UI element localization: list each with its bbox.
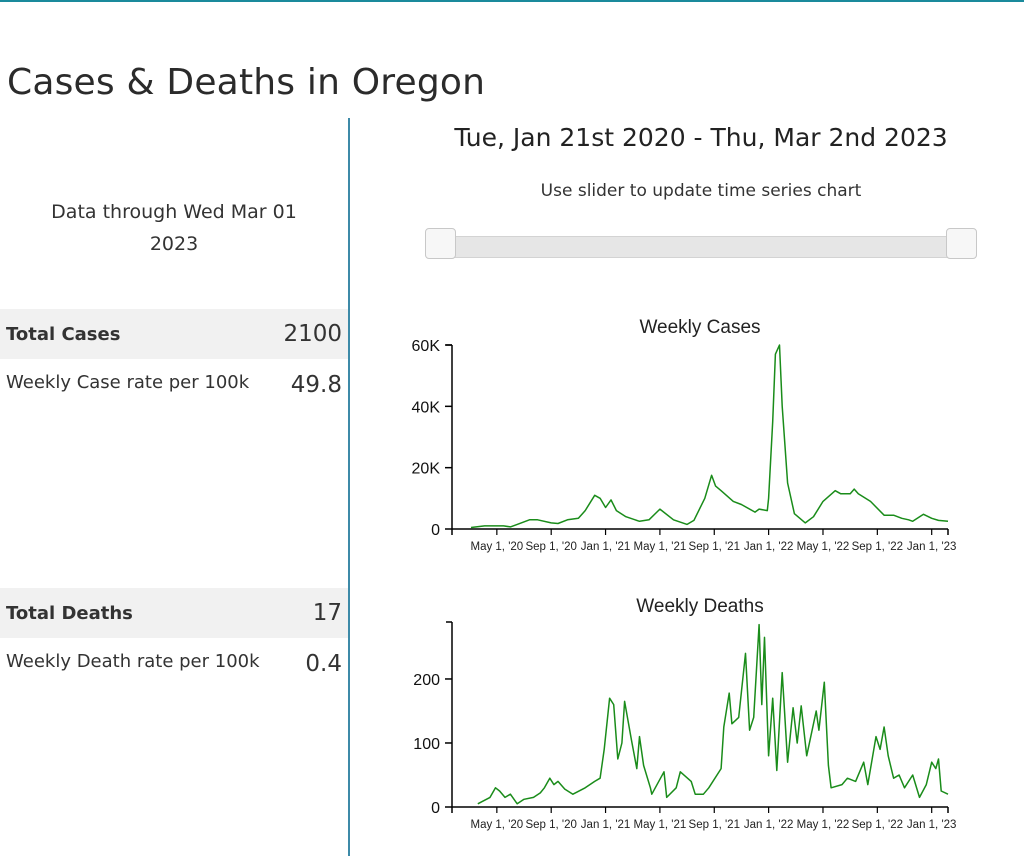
column-divider [348,118,350,856]
x-tick-label: Sep 1, '22 [852,819,903,831]
death-rate-value: 0.4 [305,651,342,677]
data-through-line1: Data through Wed Mar 01 [51,201,297,223]
slider-hint: Use slider to update time series chart [540,181,862,201]
y-tick-label: 100 [413,736,440,753]
x-tick-label: May 1, '22 [797,541,850,553]
chart-title: Weekly Deaths [636,596,763,617]
x-tick-label: Jan 1, '23 [907,541,957,553]
x-tick-label: Jan 1, '23 [907,819,957,831]
case-rate-label: Weekly Case rate per 100k [6,372,250,393]
x-tick-label: Jan 1, '21 [581,541,631,553]
y-tick-label: 200 [413,672,440,689]
total-deaths-label: Total Deaths [6,602,133,624]
death-rate-row: Weekly Death rate per 100k 0.4 [0,639,348,689]
x-tick-label: Jan 1, '21 [581,819,631,831]
x-tick-label: May 1, '21 [634,819,687,831]
total-cases-value: 2100 [283,321,342,347]
y-tick-label: 60K [412,338,441,355]
total-cases-row: Total Cases 2100 [0,309,348,359]
death-rate-label: Weekly Death rate per 100k [6,651,260,672]
total-deaths-row: Total Deaths 17 [0,588,348,638]
x-tick-label: Sep 1, '21 [689,541,740,553]
date-range-heading: Tue, Jan 21st 2020 - Thu, Mar 2nd 2023 [454,123,948,152]
chart-title: Weekly Cases [639,317,760,338]
x-tick-label: Sep 1, '20 [525,819,576,831]
slider-start-handle[interactable] [425,228,456,259]
y-tick-label: 0 [431,800,440,817]
x-tick-label: Sep 1, '22 [852,541,903,553]
x-tick-label: Sep 1, '20 [525,541,576,553]
top-accent-line [0,0,1024,2]
case-rate-value: 49.8 [290,372,342,398]
weekly-deaths-chart: Weekly Deaths 0 100 200 May 1, '20 Sep 1, '20… [413,596,957,831]
slider-end-handle[interactable] [946,228,977,259]
series-line [477,623,949,805]
x-tick-label: May 1, '21 [634,541,687,553]
y-tick-label: 40K [412,399,441,416]
x-tick-label: May 1, '20 [470,541,523,553]
total-cases-label: Total Cases [6,323,121,345]
x-tick-label: May 1, '20 [470,819,523,831]
data-through-text: Data through Wed Mar 01 2023 [0,196,348,260]
series-line [470,344,949,529]
x-tick-label: Sep 1, '21 [689,819,740,831]
page-title: Cases & Deaths in Oregon [7,62,486,104]
x-tick-label: Jan 1, '22 [744,541,794,553]
y-tick-label: 0 [431,522,440,539]
total-deaths-value: 17 [312,600,342,626]
x-tick-label: Jan 1, '22 [744,819,794,831]
x-tick-label: May 1, '22 [797,819,850,831]
y-tick-label: 20K [412,461,441,478]
case-rate-row: Weekly Case rate per 100k 49.8 [0,360,348,410]
date-range-slider-track[interactable] [425,236,977,258]
data-through-line2: 2023 [149,233,199,255]
